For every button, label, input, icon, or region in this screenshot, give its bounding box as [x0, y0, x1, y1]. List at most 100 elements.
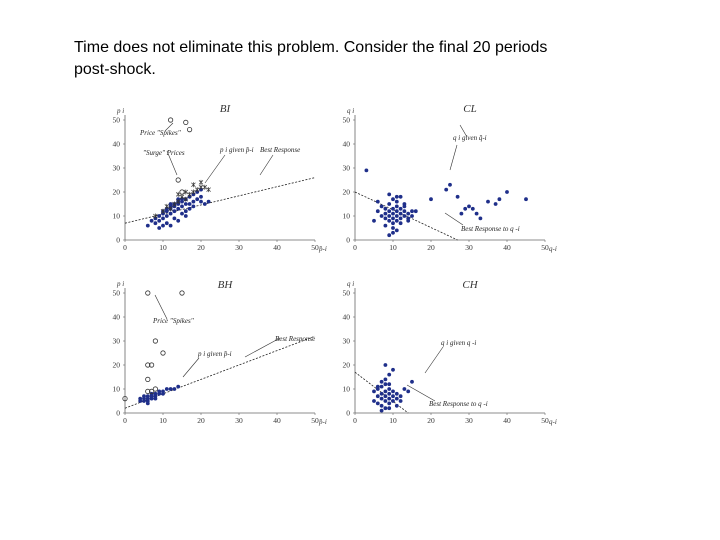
best-response-line — [354, 371, 409, 414]
data-point — [187, 206, 192, 211]
x-tick-label: 40 — [503, 243, 511, 252]
data-point-star — [160, 208, 166, 214]
data-point-outlier — [145, 290, 151, 296]
data-point — [410, 379, 414, 384]
data-point — [394, 214, 399, 218]
data-point — [164, 387, 169, 391]
data-point-star — [183, 189, 189, 195]
data-point — [391, 230, 395, 235]
annotation-arrow — [459, 124, 468, 138]
x-tick-label: 20 — [427, 416, 435, 425]
y-tick-label: 50 — [113, 116, 121, 125]
data-point — [157, 214, 162, 218]
data-point — [497, 197, 502, 202]
data-point — [183, 214, 188, 218]
annotation-arrow — [406, 384, 436, 402]
best-response-line — [124, 335, 316, 409]
annotation: "Surge" Prices — [143, 149, 185, 157]
data-point-star — [183, 196, 189, 202]
data-point — [394, 228, 399, 233]
annotation-arrow — [154, 294, 168, 320]
data-point — [394, 194, 399, 199]
y-tick-label: 0 — [116, 236, 120, 245]
data-point — [199, 194, 203, 199]
data-point-star — [175, 191, 181, 197]
y-tick-label: 10 — [343, 212, 351, 221]
data-point — [372, 218, 376, 223]
data-point — [164, 221, 169, 226]
data-point — [387, 202, 392, 206]
data-point — [191, 199, 196, 204]
y-tick-label: 40 — [113, 313, 121, 322]
data-point — [391, 389, 395, 394]
data-point — [383, 206, 388, 211]
data-point-star — [191, 189, 196, 195]
data-point-outlier — [152, 386, 159, 392]
x-tick-label: 40 — [273, 243, 281, 252]
x-tick-label: 0 — [123, 243, 127, 252]
data-point-star — [153, 213, 158, 219]
slide-text-line-2: post-shock. — [74, 61, 156, 78]
data-point — [474, 211, 479, 216]
data-point — [172, 209, 177, 214]
data-point-star — [172, 201, 177, 207]
data-point — [379, 214, 384, 218]
data-point — [402, 209, 407, 214]
data-point — [176, 218, 181, 223]
data-point — [398, 394, 403, 399]
annotation-arrow — [444, 212, 464, 226]
x-tick-label: 30 — [465, 243, 473, 252]
data-point — [183, 202, 188, 206]
data-point-outlier — [179, 189, 185, 195]
data-point-outlier — [145, 388, 151, 394]
data-point — [145, 223, 150, 228]
annotation-arrow — [449, 144, 458, 171]
data-point — [176, 206, 181, 211]
y-tick-label: 30 — [113, 164, 121, 173]
data-point — [195, 197, 200, 202]
y-tick-label: 20 — [343, 361, 351, 370]
data-point — [391, 211, 395, 216]
y-tick-label: 20 — [113, 361, 121, 370]
data-point — [391, 399, 395, 403]
data-point-outlier — [160, 350, 166, 356]
data-point — [387, 406, 392, 411]
data-point — [470, 206, 475, 211]
data-point — [153, 391, 158, 396]
data-point — [394, 209, 399, 214]
annotation-arrow — [166, 150, 178, 176]
y-tick-label: 50 — [343, 289, 351, 298]
data-point — [153, 221, 158, 226]
data-point — [402, 214, 407, 218]
data-point — [168, 211, 173, 216]
data-point — [391, 206, 395, 211]
data-point — [387, 233, 392, 238]
data-point — [398, 211, 403, 216]
data-point — [375, 394, 380, 399]
data-point — [402, 387, 407, 391]
y-tick-label: 40 — [343, 140, 351, 149]
data-point-outlier — [183, 119, 189, 125]
y-tick-label: 40 — [113, 140, 121, 149]
data-point — [372, 399, 376, 403]
best-response-line — [124, 177, 316, 224]
x-axis-label: p̄-i — [318, 418, 327, 426]
data-point — [391, 394, 395, 399]
data-point — [142, 394, 146, 399]
data-point — [410, 209, 414, 214]
data-point — [486, 199, 490, 204]
data-point-outlier — [145, 362, 151, 368]
data-point — [387, 396, 392, 401]
data-point — [379, 396, 384, 401]
y-tick-label: 50 — [113, 289, 121, 298]
data-point — [387, 401, 392, 406]
data-point-star — [179, 194, 185, 200]
data-point — [478, 216, 483, 221]
y-tick-label: 20 — [113, 188, 121, 197]
data-point — [145, 401, 150, 406]
data-point — [383, 399, 388, 403]
data-point — [505, 190, 509, 194]
data-point-outlier — [148, 388, 155, 394]
data-point — [375, 209, 380, 214]
